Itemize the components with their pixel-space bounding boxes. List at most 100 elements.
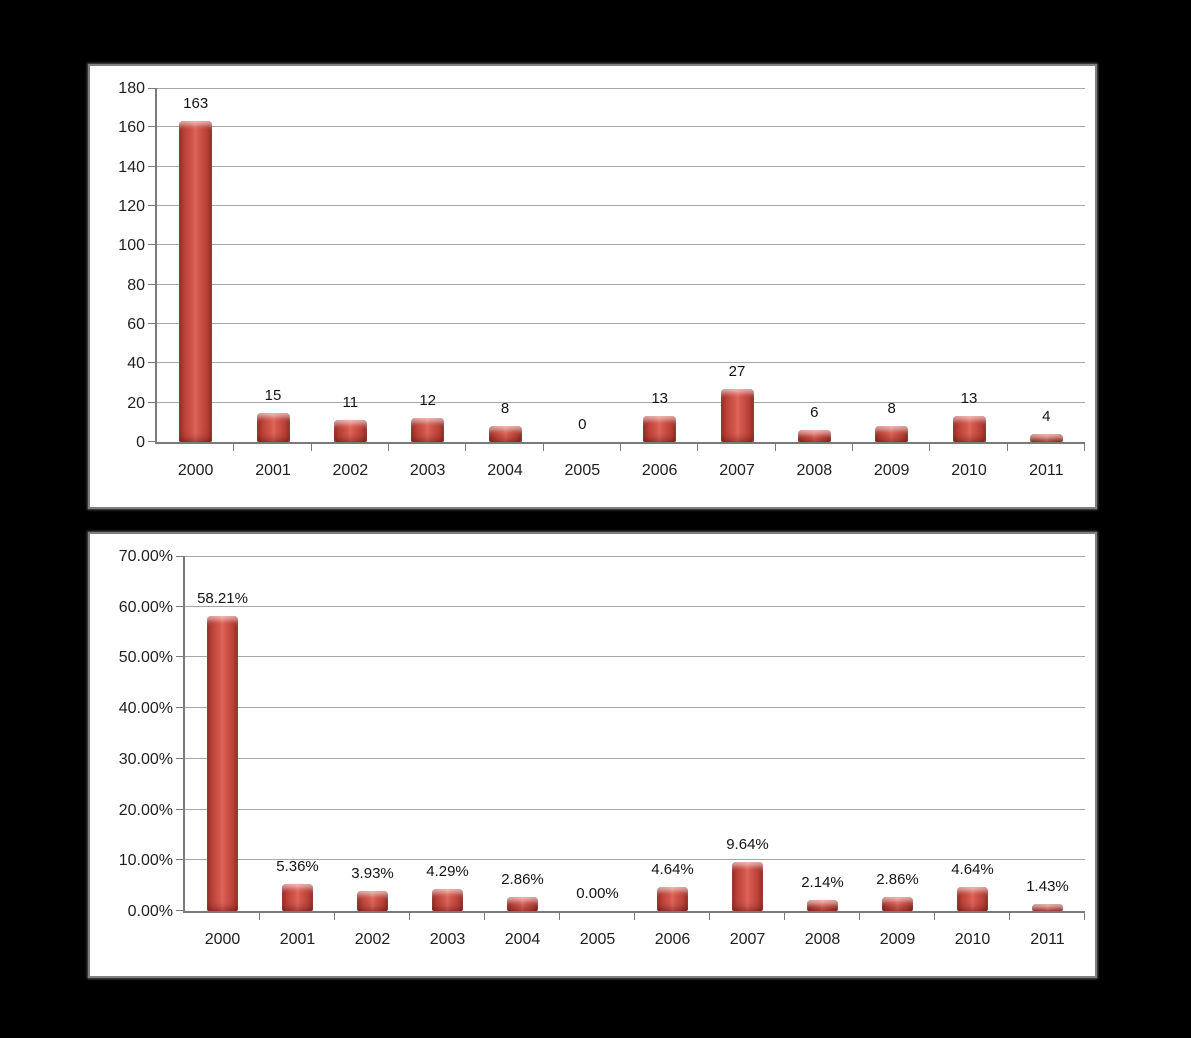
x-axis-tick — [697, 444, 699, 451]
x-axis-tick — [1084, 913, 1085, 920]
bar-value-label: 15 — [264, 386, 282, 404]
gridline — [157, 165, 1085, 167]
y-tick-label: 10.00% — [118, 852, 173, 870]
bar — [720, 388, 754, 442]
y-axis-tick — [148, 362, 155, 364]
x-tick-label: 2009 — [873, 462, 910, 479]
bar-value-label: 3.93% — [351, 865, 394, 883]
y-tick-label: 20 — [127, 394, 145, 412]
bar — [657, 887, 688, 911]
y-tick-label: 20.00% — [118, 801, 173, 819]
bar-value-label: 8 — [887, 400, 896, 418]
gridline — [157, 244, 1085, 246]
bar-value-label: 2.86% — [501, 870, 544, 888]
gridline — [157, 88, 1085, 89]
gridline — [185, 656, 1085, 658]
x-tick-label: 2011 — [1029, 462, 1064, 479]
bar — [797, 430, 831, 442]
bar-value-label: 2.86% — [876, 870, 919, 888]
x-axis-tick — [934, 913, 935, 920]
bar-value-label: 27 — [728, 362, 746, 380]
x-axis-tick — [709, 913, 710, 920]
x-tick-label: 2007 — [729, 931, 766, 948]
bar — [282, 883, 313, 911]
y-axis-tick — [148, 323, 155, 324]
bar — [882, 896, 913, 911]
x-axis-tick — [310, 444, 312, 451]
x-axis-tick — [409, 913, 410, 920]
bar — [1032, 903, 1063, 911]
bar — [179, 121, 213, 442]
y-axis-tick — [148, 88, 155, 89]
x-axis-tick — [774, 444, 776, 451]
bar-value-label: 11 — [342, 394, 359, 412]
x-tick-label: 2010 — [954, 931, 991, 948]
x-tick-label: 2006 — [654, 931, 691, 948]
y-tick-label: 40.00% — [118, 700, 173, 718]
gridline — [185, 605, 1085, 607]
bar — [333, 420, 367, 442]
x-axis-tick — [542, 444, 544, 451]
x-axis-tick — [559, 913, 560, 920]
chart-panel-percentages: 0.00% 10.00% 20.00% 30.00% 40.00% 50.00% 60.00… — [88, 532, 1097, 978]
y-tick-label: 80 — [127, 276, 145, 294]
y-axis-tick — [176, 556, 183, 557]
y-axis-tick — [176, 859, 183, 861]
y-tick-label: 140 — [118, 158, 145, 176]
bar — [1029, 434, 1063, 442]
y-axis-tick — [176, 707, 183, 709]
gridline — [157, 283, 1085, 285]
y-tick-label: 60.00% — [118, 598, 173, 616]
bar-value-label: 8 — [500, 400, 510, 418]
y-tick-label: 70.00% — [118, 548, 173, 565]
bar-value-label: 12 — [419, 392, 436, 410]
bar — [432, 889, 463, 911]
x-tick-label: 2000 — [177, 462, 214, 479]
bar — [256, 412, 290, 442]
y-tick-label: 40 — [127, 355, 145, 373]
gridline — [157, 362, 1085, 364]
bar — [807, 900, 838, 911]
y-axis-tick — [148, 126, 155, 128]
gridline — [157, 323, 1085, 324]
bar-value-label: 4.64% — [951, 861, 994, 879]
x-tick-label: 2007 — [719, 462, 755, 479]
gridline — [185, 757, 1085, 759]
x-tick-label: 2006 — [641, 462, 678, 479]
y-tick-label: 160 — [118, 119, 145, 137]
y-tick-label: 0 — [136, 434, 145, 451]
y-tick-label: 120 — [118, 198, 145, 215]
y-tick-label: 180 — [118, 80, 145, 97]
x-axis-tick — [784, 913, 785, 920]
bar-chart-percentages: 0.00% 10.00% 20.00% 30.00% 40.00% 50.00% 60.00… — [90, 534, 1095, 976]
gridline — [185, 556, 1085, 557]
bar — [875, 426, 909, 442]
y-axis-tick — [148, 283, 155, 285]
bar-value-label: 4 — [1042, 408, 1051, 426]
y-axis-tick — [176, 605, 183, 607]
y-axis-tick — [148, 401, 155, 403]
x-tick-label: 2001 — [255, 462, 291, 479]
x-tick-label: 2010 — [951, 462, 987, 479]
x-tick-label: 2002 — [354, 931, 391, 948]
bar-value-label: 9.64% — [726, 836, 769, 854]
bar — [411, 418, 445, 442]
y-tick-label: 0.00% — [127, 903, 173, 920]
gridline — [185, 808, 1085, 810]
x-axis-tick — [852, 444, 853, 451]
bar-value-label: 0.00% — [576, 885, 619, 902]
y-axis-tick — [176, 910, 183, 911]
gridline — [157, 401, 1085, 403]
bar — [732, 862, 763, 911]
x-axis-tick — [465, 444, 467, 451]
y-axis-tick — [148, 244, 155, 246]
x-tick-label: 2008 — [796, 462, 833, 479]
bar — [488, 426, 522, 442]
bar — [357, 891, 388, 911]
bar — [507, 896, 538, 911]
gridline — [157, 126, 1085, 128]
bar-value-label: 2.14% — [801, 874, 844, 892]
chart-panel-counts: 0 20 40 60 80 100 120 140 160 180 163 2000 15 2001 11 2… — [88, 64, 1097, 509]
x-tick-label: 2003 — [409, 462, 446, 479]
